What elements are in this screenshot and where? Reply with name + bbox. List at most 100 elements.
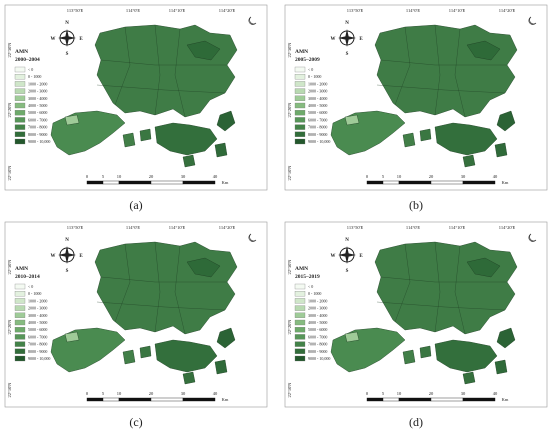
compass-letter: E	[359, 254, 363, 259]
district-boundary	[174, 28, 186, 118]
scale-label: Km	[222, 397, 229, 402]
legend-label: 9000 - 10,000	[28, 139, 50, 145]
land-area	[122, 349, 136, 365]
map-title: AMN	[295, 49, 308, 55]
panel-caption: (b)	[409, 198, 423, 212]
legend-swatch	[294, 110, 306, 116]
latitude-label: 22°30'N	[7, 259, 12, 275]
district-boundary	[114, 243, 131, 323]
legend-label: < 0	[308, 284, 313, 289]
legend-label: 5000 - 6000	[28, 110, 47, 115]
scale-segment	[430, 180, 464, 185]
legend-label: 7000 - 8000	[308, 125, 327, 130]
legend-swatch	[14, 88, 26, 94]
legend-swatch	[14, 124, 26, 130]
legend-label: 6000 - 7000	[28, 334, 47, 339]
compass-letter: W	[331, 37, 336, 42]
scale-label: 20	[429, 174, 434, 179]
moon-icon	[248, 16, 257, 25]
district-boundary	[454, 28, 466, 118]
latitude-label: 22°10'N	[7, 382, 12, 398]
map-period: 2010–2014	[15, 274, 40, 280]
legend-swatch	[294, 138, 306, 145]
map-panel: 113°50'E 114°0'E 114°10'E 114°20'E 22°30'N 22…	[284, 221, 548, 429]
legend-label: 2000 - 3000	[28, 89, 47, 94]
land-area	[216, 110, 236, 132]
latitude-label: 22°20'N	[7, 319, 12, 335]
legend-label: 4000 - 5000	[28, 320, 47, 325]
scale-segment	[118, 180, 152, 185]
compass-letter: N	[65, 238, 69, 243]
land-area	[64, 114, 80, 126]
latitude-label: 22°10'N	[7, 165, 12, 181]
legend-label: 0 - 1000	[28, 291, 41, 296]
scale-label: 0	[86, 391, 89, 396]
compass-letter: S	[346, 269, 349, 274]
latitude-label: 22°20'N	[287, 319, 292, 335]
latitude-label: 22°30'N	[287, 42, 292, 58]
land-area	[419, 345, 432, 359]
scale-label: 5	[382, 174, 385, 179]
scale-label: 40	[213, 174, 218, 179]
longitude-label: 114°20'E	[499, 225, 516, 230]
legend-swatch	[14, 327, 26, 333]
compass-letter: E	[359, 37, 363, 42]
legend-swatch	[294, 102, 306, 109]
legend-swatch	[294, 312, 306, 318]
legend-swatch	[14, 131, 26, 137]
map-title: AMN	[15, 266, 28, 272]
legend-label: 8000 - 9000	[28, 132, 47, 137]
legend-swatch	[14, 291, 26, 297]
legend-label: 5000 - 6000	[308, 110, 327, 115]
moon-icon	[528, 16, 537, 25]
land-area	[154, 339, 218, 373]
scale-label: 10	[397, 174, 402, 179]
legend-label: 5000 - 6000	[308, 327, 327, 332]
longitude-label: 114°10'E	[169, 8, 186, 13]
scale-label: 40	[213, 391, 218, 396]
district-boundary	[154, 24, 161, 116]
map-title: AMN	[15, 49, 28, 55]
longitude-label: 114°10'E	[449, 8, 466, 13]
compass-letter: E	[79, 254, 83, 259]
panel-caption: (d)	[409, 415, 423, 429]
land-area	[434, 339, 498, 373]
legend-label: 1000 - 2000	[308, 81, 327, 86]
land-area	[182, 371, 196, 385]
legend-swatch	[294, 298, 306, 304]
scale-label: 5	[102, 174, 105, 179]
scale-segment	[86, 180, 104, 185]
land-area	[419, 128, 432, 142]
longitude-label: 114°0'E	[406, 8, 420, 13]
legend-label: < 0	[28, 67, 33, 72]
legend-label: 3000 - 4000	[308, 96, 327, 101]
land-area	[434, 122, 498, 156]
district-boundary	[380, 59, 507, 66]
scale-label: 20	[149, 174, 154, 179]
legend-label: 9000 - 10,000	[28, 356, 50, 362]
longitude-label: 114°10'E	[449, 225, 466, 230]
legend-label: 0 - 1000	[308, 291, 321, 296]
legend-swatch	[14, 95, 26, 101]
legend-label: 3000 - 4000	[28, 96, 47, 101]
legend-swatch	[14, 348, 26, 354]
legend-label: 3000 - 4000	[28, 313, 47, 318]
longitude-label: 114°20'E	[499, 8, 516, 13]
district-boundary	[394, 243, 411, 323]
compass-letter: W	[331, 254, 336, 259]
legend-label: 1000 - 2000	[28, 298, 47, 303]
latitude-label: 22°10'N	[287, 165, 292, 181]
longitude-label: 114°0'E	[126, 225, 140, 230]
legend-swatch	[294, 131, 306, 137]
legend-swatch	[14, 283, 26, 290]
district-boundary	[434, 24, 441, 116]
latitude-label: 22°30'N	[7, 42, 12, 58]
longitude-label: 114°0'E	[126, 8, 140, 13]
district-boundary	[376, 301, 506, 311]
compass-letter: W	[51, 254, 56, 259]
legend-label: 2000 - 3000	[308, 306, 327, 311]
compass-letter: S	[66, 269, 69, 274]
map-panel: 113°50'E 114°0'E 114°10'E 114°20'E 22°30'N 22…	[284, 4, 548, 212]
legend-label: 0 - 1000	[308, 74, 321, 79]
legend-label: 2000 - 3000	[28, 306, 47, 311]
